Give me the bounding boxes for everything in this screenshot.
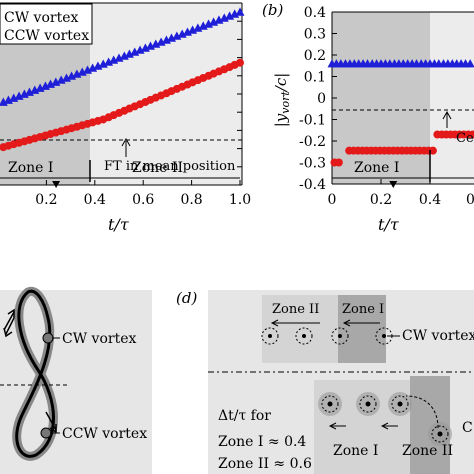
b-y-tick-label: 0.3: [304, 27, 326, 43]
b-x-tick-cut: 0: [466, 192, 474, 208]
b-y-tick-label: -0.4: [299, 177, 326, 193]
b-annotation: Ce: [456, 131, 474, 146]
d-bottom-vortex-core: [437, 431, 443, 437]
d-top-vortex-ring: [295, 327, 313, 345]
d-bottom-vortex-ring: [359, 395, 377, 413]
d-top-vortex-core: [302, 334, 306, 338]
b-annotation-arrowhead: [442, 110, 452, 120]
d-top-vortex-core: [338, 334, 342, 338]
a-point-cw: [235, 7, 245, 16]
b-y-tick-label: 0: [317, 91, 326, 107]
d-bottom-vortex-ring: [431, 425, 449, 443]
d-bottom-vortices: [318, 392, 452, 446]
a-legend-cw: CW vortex: [4, 10, 78, 26]
b-zone2-band: [430, 12, 474, 184]
c-ccw-label: CCW vortex: [62, 426, 147, 442]
d-delta-title: Δt/τ for: [218, 408, 271, 424]
b-zone1-band: [332, 12, 430, 184]
a-x-tick-label: 0.8: [180, 192, 202, 208]
a-annotation-arrowhead: [121, 137, 131, 147]
b-time-marker: [389, 181, 398, 188]
b-y-tick-label: 0.2: [304, 48, 326, 64]
d-top-vortex-core: [268, 334, 272, 338]
b-data-marks: [327, 59, 474, 188]
a-x-ticks: 0.2 0.4 0.6 0.8 1.0: [35, 180, 251, 208]
a-zone2-label: Zone II: [132, 160, 183, 176]
b-y-tick-label: -0.3: [299, 156, 326, 172]
b-point-ccw: [428, 146, 437, 155]
c-arrow-left-up: [5, 317, 15, 335]
d-top-cw-label: CW vortex: [402, 328, 474, 344]
a-x-tick-label: 0.4: [84, 192, 106, 208]
a-zone1-label: Zone I: [8, 160, 53, 176]
a-data-marks: [0, 7, 245, 188]
a-annotation: FT in mean position: [104, 159, 236, 174]
a-x-tick-label: 1.0: [229, 192, 251, 208]
c-arrowhead-1: [3, 327, 13, 338]
d-top-vortex-core: [382, 334, 386, 338]
b-point-cw: [465, 59, 474, 68]
a-time-marker: [52, 181, 61, 188]
d-bottom-cut-label: C: [462, 420, 473, 436]
d-top-vortex-ring: [261, 327, 279, 345]
b-y-axis-label: |yvort/c|: [272, 73, 292, 128]
b-y-tick-label: 0.1: [304, 70, 326, 86]
b-point-ccw: [468, 130, 474, 139]
d-bottom-vortex-core: [397, 401, 403, 407]
panel-d-label: (d): [176, 289, 197, 307]
d-delta-zone2: Zone II ≈ 0.6: [218, 456, 312, 472]
d-bottom-vortex-core: [365, 401, 371, 407]
d-bottom-zone1-label: Zone I: [333, 443, 378, 459]
c-cw-vortex-marker: [42, 332, 54, 344]
c-cw-label: CW vortex: [62, 331, 136, 347]
d-top-vortex-ring: [331, 327, 349, 345]
d-bottom-vortex-ring: [321, 395, 339, 413]
a-point-ccw: [236, 58, 244, 67]
b-y-tick-label: -0.1: [299, 113, 326, 129]
b-x-ticks: 0 0.2 0.4: [328, 179, 441, 208]
c-panel-background: [0, 290, 152, 474]
d-bottom-arrows: [328, 395, 439, 430]
panel-b-chart: (b) 0.40.30.20.10-0.1-0.2-0.3-0.4 0 0.2 0.…: [262, 1, 474, 234]
c-arrow-bottom: [45, 411, 57, 431]
b-y-tick-label: -0.2: [299, 134, 326, 150]
a-x-tick-label: 0.6: [132, 192, 154, 208]
panel-c-diagram: CW vortex CCW vortex: [0, 286, 152, 474]
b-x-tick-label: 0: [328, 192, 337, 208]
d-bottom-zone2-label: Zone II: [402, 443, 453, 459]
b-point-ccw: [334, 158, 343, 167]
a-x-tick-label: 0.2: [35, 192, 57, 208]
d-top-zone2-label: Zone II: [272, 302, 319, 317]
b-zone1-label: Zone I: [354, 160, 399, 176]
b-y-tick-label: 0.4: [304, 5, 326, 21]
d-top-zone1-label: Zone I: [342, 302, 384, 317]
c-ccw-vortex-marker: [40, 427, 52, 439]
c-arrowhead-2: [7, 308, 15, 318]
a-legend-ccw: CCW vortex: [4, 28, 89, 44]
panel-d-diagram: (d) Zone II Zone I CW vortex Zone I Zone…: [176, 289, 474, 474]
b-y-ticks: 0.4 0.3 0.2 0.1 0 -0.1 -0.2 -0.3 -0.4: [299, 5, 337, 193]
b-x-tick-label: 0.4: [419, 192, 441, 208]
panel-b-label: (b): [262, 1, 283, 19]
a-right-ticks: [237, 2, 242, 186]
d-top-arrows: [270, 319, 380, 327]
b-x-axis-label: t/τ: [378, 215, 400, 234]
c-trajectory: [15, 289, 55, 458]
d-bottom-vortex-core: [327, 401, 333, 407]
a-legend: [0, 3, 93, 45]
b-x-tick-label: 0.2: [370, 192, 392, 208]
a-x-axis-label: t/τ: [108, 215, 130, 234]
c-arrow-left: [3, 311, 15, 331]
d-top-zone1-band: [338, 295, 386, 363]
panel-a-chart: 0.2 0.4 0.6 0.8 1.0 Zone I Zone II FT in mea…: [0, 2, 251, 234]
d-bottom-vortex-ring: [391, 395, 409, 413]
d-delta-zone1: Zone I ≈ 0.4: [218, 434, 306, 450]
c-arrowhead-3: [49, 424, 57, 434]
